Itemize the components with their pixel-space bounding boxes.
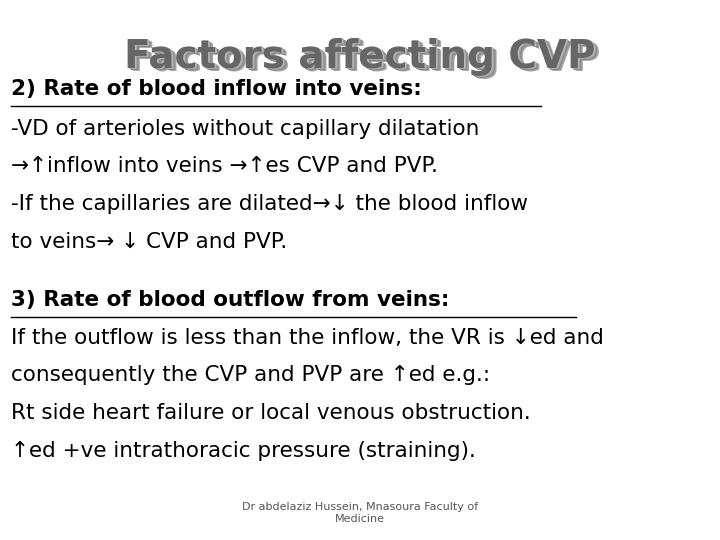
Text: →↑inflow into veins →↑es CVP and PVP.: →↑inflow into veins →↑es CVP and PVP.	[11, 156, 438, 177]
Text: Factors affecting CVP: Factors affecting CVP	[128, 40, 599, 78]
Text: Factors affecting CVP: Factors affecting CVP	[127, 40, 598, 78]
Text: If the outflow is less than the inflow, the VR is ↓ed and: If the outflow is less than the inflow, …	[11, 327, 603, 348]
Text: Factors affecting CVP: Factors affecting CVP	[125, 38, 595, 76]
Text: ↑ed +ve intrathoracic pressure (straining).: ↑ed +ve intrathoracic pressure (strainin…	[11, 441, 476, 461]
Text: to veins→ ↓ CVP and PVP.: to veins→ ↓ CVP and PVP.	[11, 232, 287, 252]
Text: Factors affecting CVP: Factors affecting CVP	[127, 39, 598, 77]
Text: consequently the CVP and PVP are ↑ed e.g.:: consequently the CVP and PVP are ↑ed e.g…	[11, 365, 490, 386]
Text: Dr abdelaziz Hussein, Mnasoura Faculty of: Dr abdelaziz Hussein, Mnasoura Faculty o…	[242, 502, 478, 511]
Text: -VD of arterioles without capillary dilatation: -VD of arterioles without capillary dila…	[11, 118, 480, 139]
Text: 3) Rate of blood outflow from veins:: 3) Rate of blood outflow from veins:	[11, 289, 449, 310]
Text: -If the capillaries are dilated→↓ the blood inflow: -If the capillaries are dilated→↓ the bl…	[11, 194, 528, 214]
Text: Factors affecting CVP: Factors affecting CVP	[129, 41, 600, 79]
Text: Factors affecting CVP: Factors affecting CVP	[125, 38, 596, 76]
Text: Factors affecting CVP: Factors affecting CVP	[126, 39, 597, 77]
Text: Medicine: Medicine	[335, 515, 385, 524]
Text: 2) Rate of blood inflow into veins:: 2) Rate of blood inflow into veins:	[11, 79, 421, 99]
Text: Rt side heart failure or local venous obstruction.: Rt side heart failure or local venous ob…	[11, 403, 531, 423]
